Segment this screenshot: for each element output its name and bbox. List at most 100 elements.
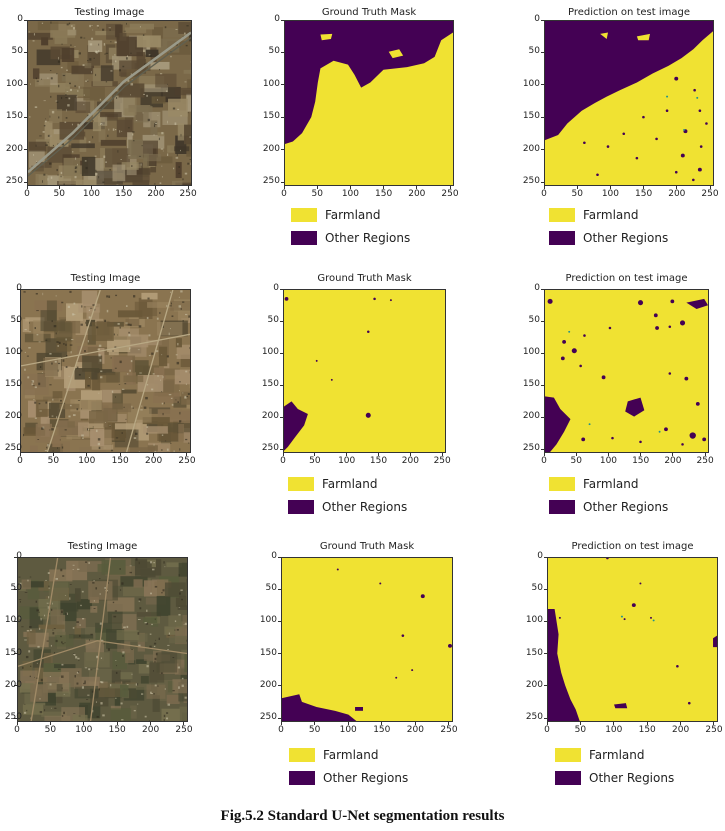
y-tick-label: 150 xyxy=(5,111,23,122)
field-parcel xyxy=(138,661,150,674)
texture-speck xyxy=(155,639,157,641)
texture-speck xyxy=(186,25,189,27)
texture-speck xyxy=(85,80,87,82)
y-tick-mark xyxy=(541,288,544,290)
texture-speck xyxy=(33,154,35,156)
x-tick-label: 50 xyxy=(574,725,587,735)
texture-speck xyxy=(74,168,76,169)
y-tick-label: 50 xyxy=(528,315,540,326)
field-parcel xyxy=(179,706,187,721)
texture-speck xyxy=(138,155,142,157)
x-tick-label: 50 xyxy=(571,189,583,199)
farmland-patch xyxy=(636,33,650,41)
texture-speck xyxy=(103,642,105,645)
texture-speck xyxy=(70,25,73,27)
ground-truth-title: Ground Truth Mask xyxy=(321,7,417,18)
field-parcel xyxy=(76,618,86,629)
texture-speck xyxy=(171,315,174,318)
field-parcel xyxy=(142,417,170,425)
field-parcel xyxy=(116,630,139,641)
texture-speck xyxy=(65,338,67,341)
texture-speck xyxy=(92,304,95,306)
texture-speck xyxy=(185,44,188,47)
y-tick-mark xyxy=(278,653,281,655)
texture-speck xyxy=(98,344,102,347)
texture-speck xyxy=(161,354,163,356)
texture-speck xyxy=(21,349,23,352)
legend-item-farmland: Farmland xyxy=(289,748,378,762)
texture-speck xyxy=(176,44,178,46)
texture-speck xyxy=(39,627,41,631)
texture-speck xyxy=(90,669,93,671)
texture-speck xyxy=(63,693,65,695)
texture-speck xyxy=(94,50,98,53)
texture-speck xyxy=(167,83,168,85)
ground-truth-title: Ground Truth Mask xyxy=(319,541,415,552)
x-tick-mark xyxy=(672,453,674,456)
field-parcel xyxy=(108,349,119,356)
testing-image-satellite-image xyxy=(27,20,192,186)
y-tick-mark xyxy=(280,384,283,386)
other-region-speck xyxy=(571,348,577,354)
texture-speck xyxy=(24,351,26,353)
texture-speck xyxy=(190,162,191,166)
x-tick-mark xyxy=(346,453,348,456)
other-region-speck xyxy=(330,378,333,381)
texture-speck xyxy=(175,399,177,401)
texture-speck xyxy=(185,383,187,385)
prediction-title: Prediction on test image xyxy=(565,273,688,284)
field-parcel xyxy=(156,596,171,616)
y-tick-label: 150 xyxy=(262,111,280,122)
texture-speck xyxy=(142,112,144,114)
x-tick-label: 0 xyxy=(541,456,547,466)
texture-speck xyxy=(66,91,69,92)
field-parcel xyxy=(190,136,191,145)
texture-speck xyxy=(110,70,113,72)
texture-speck xyxy=(161,592,163,594)
texture-speck xyxy=(136,683,139,686)
texture-speck xyxy=(131,165,133,167)
texture-speck xyxy=(99,359,102,362)
field-parcel xyxy=(150,120,158,137)
texture-speck xyxy=(167,649,169,650)
field-parcel xyxy=(175,338,182,348)
texture-speck xyxy=(168,632,171,635)
texture-speck xyxy=(147,297,150,300)
texture-speck xyxy=(78,86,80,89)
texture-speck xyxy=(38,382,41,386)
texture-speck xyxy=(72,564,75,566)
texture-speck xyxy=(26,355,29,357)
texture-speck xyxy=(188,315,190,318)
field-parcel xyxy=(160,86,181,99)
texture-speck xyxy=(160,672,163,675)
texture-speck xyxy=(137,349,140,351)
texture-speck xyxy=(175,157,179,159)
texture-speck xyxy=(99,578,101,580)
y-tick-label: 250 xyxy=(525,712,543,723)
texture-speck xyxy=(56,101,59,103)
field-parcel xyxy=(163,27,189,38)
testing-image-satellite-image xyxy=(17,557,188,722)
texture-speck xyxy=(54,707,57,709)
texture-speck xyxy=(132,407,134,409)
texture-speck xyxy=(149,645,152,648)
field-parcel xyxy=(60,441,71,452)
texture-speck xyxy=(154,660,156,663)
texture-speck xyxy=(107,134,109,137)
field-parcel xyxy=(44,121,53,143)
texture-speck xyxy=(64,642,66,644)
field-parcel xyxy=(167,145,175,153)
texture-speck xyxy=(178,607,181,608)
field-parcel xyxy=(55,691,71,697)
y-tick-label: 0 xyxy=(17,14,23,24)
field-parcel xyxy=(137,632,145,652)
other-region-blob xyxy=(713,635,717,648)
texture-speck xyxy=(37,645,40,648)
other-region-speck xyxy=(649,616,652,619)
texture-speck xyxy=(175,29,178,30)
field-parcel xyxy=(35,173,48,185)
legend-item-farmland: Farmland xyxy=(549,477,638,491)
field-parcel xyxy=(40,310,57,332)
other-region-speck xyxy=(655,326,659,330)
y-tick-label: 250 xyxy=(522,176,540,187)
